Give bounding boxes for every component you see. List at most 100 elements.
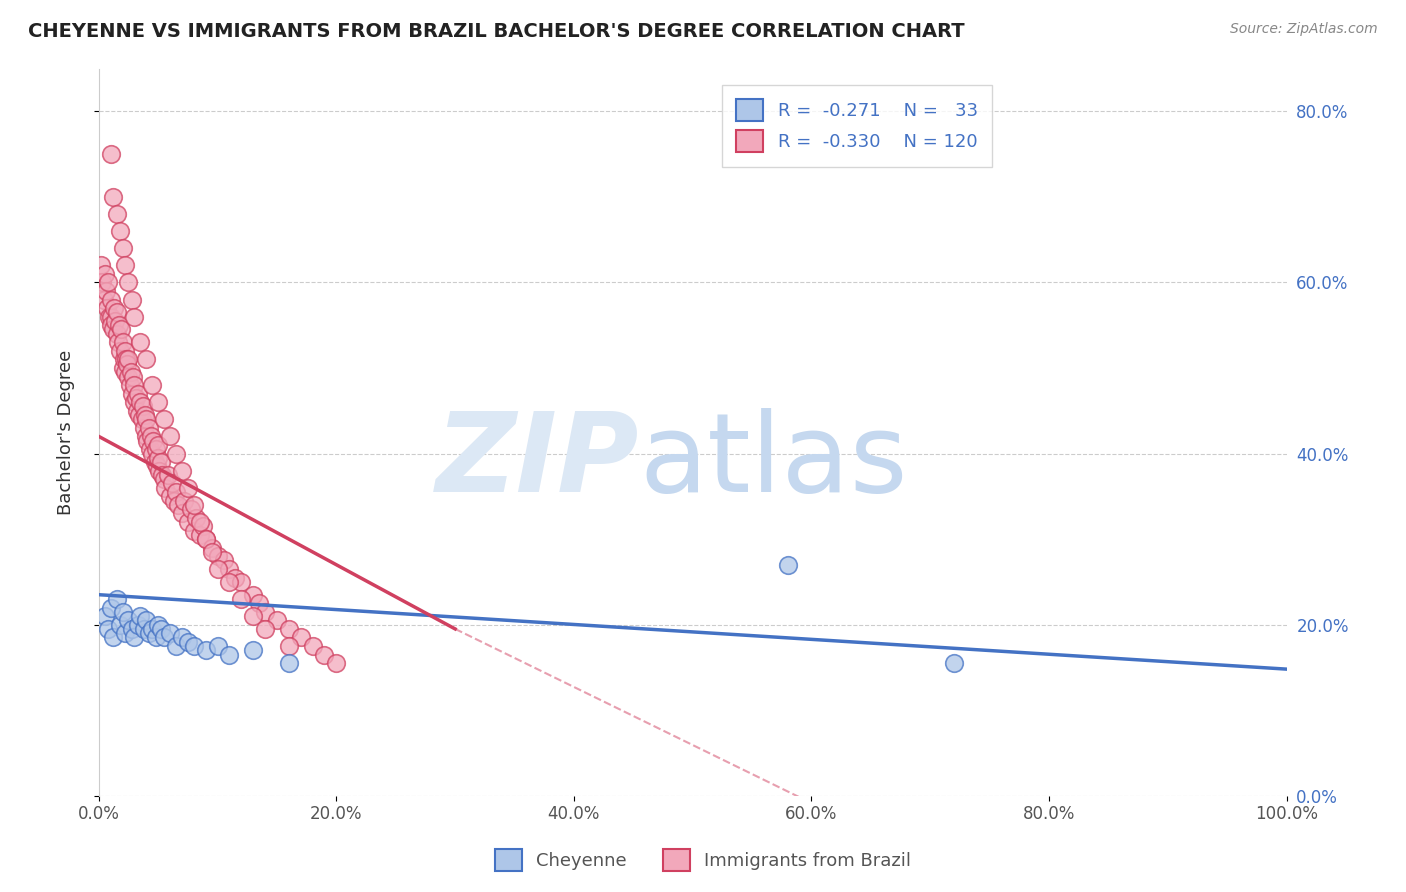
Point xyxy=(156,467,179,482)
Point xyxy=(180,502,202,516)
Point xyxy=(162,493,184,508)
Point xyxy=(135,412,157,426)
Point xyxy=(148,450,170,465)
Point xyxy=(170,464,193,478)
Point xyxy=(153,412,176,426)
Point xyxy=(101,631,124,645)
Point xyxy=(132,400,155,414)
Point xyxy=(177,515,200,529)
Point xyxy=(104,314,127,328)
Point xyxy=(183,639,205,653)
Point xyxy=(165,446,187,460)
Point xyxy=(141,446,163,460)
Point xyxy=(129,335,152,350)
Point xyxy=(93,267,115,281)
Point xyxy=(114,365,136,379)
Point xyxy=(194,532,217,546)
Point xyxy=(188,528,211,542)
Point xyxy=(124,378,146,392)
Point xyxy=(94,284,117,298)
Point xyxy=(135,352,157,367)
Point xyxy=(134,408,156,422)
Point xyxy=(159,429,181,443)
Point xyxy=(98,310,121,324)
Point xyxy=(127,617,149,632)
Point xyxy=(177,634,200,648)
Y-axis label: Bachelor's Degree: Bachelor's Degree xyxy=(58,350,75,515)
Point xyxy=(194,643,217,657)
Point xyxy=(114,258,136,272)
Point xyxy=(231,574,253,589)
Point xyxy=(201,545,224,559)
Point xyxy=(105,207,128,221)
Point xyxy=(135,429,157,443)
Point xyxy=(193,519,215,533)
Text: ZIP: ZIP xyxy=(436,408,640,515)
Text: atlas: atlas xyxy=(640,408,908,515)
Point xyxy=(301,639,323,653)
Point xyxy=(277,656,299,670)
Point xyxy=(90,258,112,272)
Point xyxy=(132,622,155,636)
Point xyxy=(165,639,187,653)
Point xyxy=(101,190,124,204)
Point xyxy=(148,395,170,409)
Point xyxy=(141,622,163,636)
Point xyxy=(100,310,122,324)
Point xyxy=(100,147,122,161)
Point xyxy=(103,301,125,315)
Point xyxy=(148,438,170,452)
Point xyxy=(93,609,115,624)
Point xyxy=(125,403,148,417)
Point xyxy=(148,617,170,632)
Point xyxy=(124,631,146,645)
Point xyxy=(112,352,135,367)
Point xyxy=(128,408,150,422)
Point xyxy=(149,622,172,636)
Point xyxy=(242,588,264,602)
Point xyxy=(207,549,229,564)
Point xyxy=(170,507,193,521)
Point xyxy=(97,622,120,636)
Point xyxy=(118,378,141,392)
Point xyxy=(139,442,162,457)
Point xyxy=(91,276,114,290)
Point xyxy=(124,310,146,324)
Point xyxy=(183,524,205,538)
Point xyxy=(122,369,145,384)
Point xyxy=(162,476,184,491)
Point xyxy=(165,485,187,500)
Point xyxy=(111,361,134,376)
Point xyxy=(290,631,312,645)
Point xyxy=(120,365,142,379)
Point xyxy=(148,464,170,478)
Point xyxy=(207,639,229,653)
Point xyxy=(218,648,240,662)
Point xyxy=(159,626,181,640)
Point xyxy=(101,322,124,336)
Text: Source: ZipAtlas.com: Source: ZipAtlas.com xyxy=(1230,22,1378,37)
Point xyxy=(177,481,200,495)
Text: CHEYENNE VS IMMIGRANTS FROM BRAZIL BACHELOR'S DEGREE CORRELATION CHART: CHEYENNE VS IMMIGRANTS FROM BRAZIL BACHE… xyxy=(28,22,965,41)
Point xyxy=(277,639,299,653)
Point xyxy=(129,609,152,624)
Point xyxy=(110,322,132,336)
Point xyxy=(115,352,138,367)
Point xyxy=(173,493,195,508)
Point xyxy=(100,600,122,615)
Point xyxy=(201,541,224,555)
Point xyxy=(105,591,128,606)
Point xyxy=(218,562,240,576)
Point xyxy=(149,455,172,469)
Point xyxy=(108,617,131,632)
Point xyxy=(111,241,134,255)
Point xyxy=(117,613,139,627)
Point xyxy=(266,613,288,627)
Point xyxy=(121,293,143,307)
Point xyxy=(132,421,155,435)
Point xyxy=(218,574,240,589)
Point xyxy=(155,481,177,495)
Point xyxy=(117,357,139,371)
Point xyxy=(117,369,139,384)
Point xyxy=(194,532,217,546)
